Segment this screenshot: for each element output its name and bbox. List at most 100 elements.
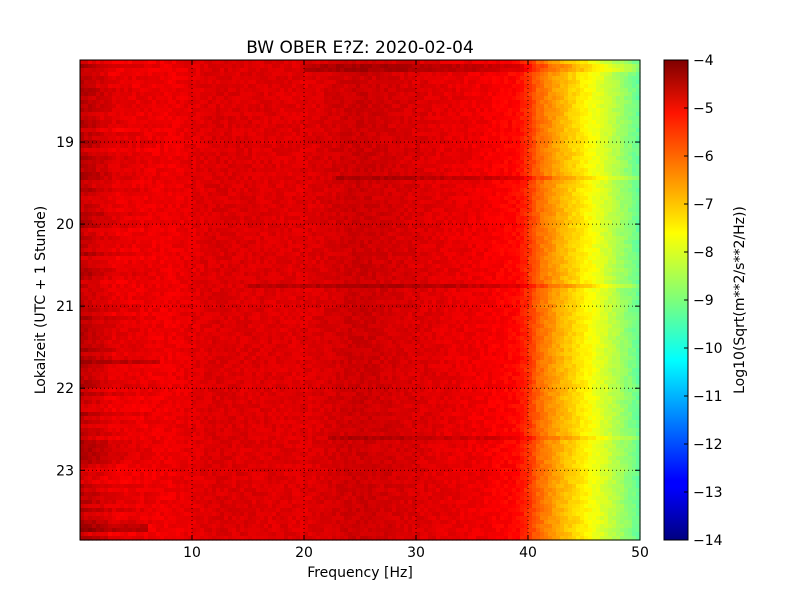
- heatmap-cell: [180, 180, 185, 185]
- heatmap-cell: [108, 76, 113, 81]
- heatmap-cell: [268, 160, 273, 165]
- heatmap-cell: [180, 192, 185, 197]
- heatmap-cell: [316, 128, 321, 133]
- heatmap-cell: [256, 104, 261, 109]
- heatmap-cell: [224, 120, 229, 125]
- heatmap-cell: [172, 180, 177, 185]
- heatmap-cell: [288, 68, 293, 73]
- heatmap-cell: [132, 124, 137, 129]
- heatmap-cell: [488, 196, 493, 201]
- heatmap-cell: [216, 188, 221, 193]
- heatmap-cell: [488, 172, 493, 177]
- heatmap-cell: [352, 60, 357, 65]
- heatmap-cell: [324, 128, 329, 133]
- heatmap-cell: [304, 184, 309, 189]
- heatmap-cell: [128, 116, 133, 121]
- heatmap-cell: [272, 136, 277, 141]
- heatmap-cell: [356, 156, 361, 161]
- heatmap-cell: [320, 168, 325, 173]
- heatmap-cell: [500, 112, 505, 117]
- heatmap-cell: [596, 136, 601, 141]
- heatmap-cell: [520, 148, 525, 153]
- heatmap-cell: [552, 68, 557, 73]
- heatmap-cell: [572, 168, 577, 173]
- heatmap-cell: [480, 148, 485, 153]
- heatmap-cell: [292, 184, 297, 189]
- heatmap-cell: [336, 184, 341, 189]
- heatmap-cell: [524, 172, 529, 177]
- heatmap-cell: [584, 192, 589, 197]
- heatmap-cell: [436, 96, 441, 101]
- heatmap-cell: [596, 140, 601, 145]
- heatmap-cell: [416, 112, 421, 117]
- heatmap-cell: [104, 160, 109, 165]
- heatmap-cell: [448, 76, 453, 81]
- heatmap-cell: [124, 68, 129, 73]
- heatmap-cell: [156, 76, 161, 81]
- heatmap-cell: [208, 164, 213, 169]
- heatmap-cell: [604, 88, 609, 93]
- heatmap-cell: [372, 160, 377, 165]
- heatmap-cell: [400, 76, 405, 81]
- heatmap-cell: [392, 108, 397, 113]
- heatmap-cell: [408, 84, 413, 89]
- heatmap-cell: [468, 168, 473, 173]
- heatmap-cell: [404, 80, 409, 85]
- heatmap-cell: [252, 60, 257, 65]
- heatmap-cell: [112, 128, 117, 133]
- heatmap-cell: [500, 196, 505, 201]
- heatmap-cell: [624, 112, 629, 117]
- heatmap-cell: [168, 84, 173, 89]
- heatmap-cell: [432, 84, 437, 89]
- heatmap-cell: [596, 108, 601, 113]
- heatmap-cell: [456, 68, 461, 73]
- heatmap-cell: [232, 192, 237, 197]
- heatmap-cell: [236, 100, 241, 105]
- heatmap-cell: [112, 100, 117, 105]
- heatmap-cell: [428, 96, 433, 101]
- heatmap-cell: [324, 164, 329, 169]
- heatmap-cell: [460, 76, 465, 81]
- heatmap-cell: [600, 76, 605, 81]
- heatmap-cell: [344, 136, 349, 141]
- heatmap-cell: [572, 156, 577, 161]
- heatmap-cell: [372, 152, 377, 157]
- heatmap-cell: [332, 196, 337, 201]
- heatmap-cell: [164, 188, 169, 193]
- heatmap-cell: [568, 164, 573, 169]
- heatmap-cell: [288, 188, 293, 193]
- heatmap-cell: [200, 88, 205, 93]
- heatmap-cell: [632, 124, 637, 129]
- heatmap-cell: [544, 104, 549, 109]
- heatmap-cell: [360, 128, 365, 133]
- heatmap-cell: [264, 144, 269, 149]
- heatmap-cell: [392, 112, 397, 117]
- heatmap-cell: [428, 168, 433, 173]
- heatmap-cell: [148, 124, 153, 129]
- heatmap-cell: [324, 96, 329, 101]
- heatmap-cell: [540, 64, 545, 69]
- heatmap-cell: [288, 176, 293, 181]
- heatmap-cell: [564, 160, 569, 165]
- heatmap-cell: [500, 76, 505, 81]
- heatmap-cell: [520, 64, 525, 69]
- heatmap-cell: [144, 88, 149, 93]
- heatmap-cell: [296, 76, 301, 81]
- heatmap-cell: [440, 144, 445, 149]
- heatmap-cell: [200, 136, 205, 141]
- heatmap-cell: [336, 164, 341, 169]
- heatmap-cell: [236, 148, 241, 153]
- heatmap-cell: [632, 144, 637, 149]
- heatmap-cell: [232, 176, 237, 181]
- heatmap-cell: [428, 104, 433, 109]
- heatmap-cell: [340, 68, 345, 73]
- heatmap-cell: [508, 176, 513, 181]
- heatmap-cell: [320, 80, 325, 85]
- heatmap-cell: [464, 196, 469, 201]
- heatmap-cell: [148, 160, 153, 165]
- heatmap-cell: [424, 172, 429, 177]
- heatmap-cell: [336, 188, 341, 193]
- heatmap-cell: [496, 116, 501, 121]
- heatmap-cell: [176, 152, 181, 157]
- heatmap-cell: [504, 140, 509, 145]
